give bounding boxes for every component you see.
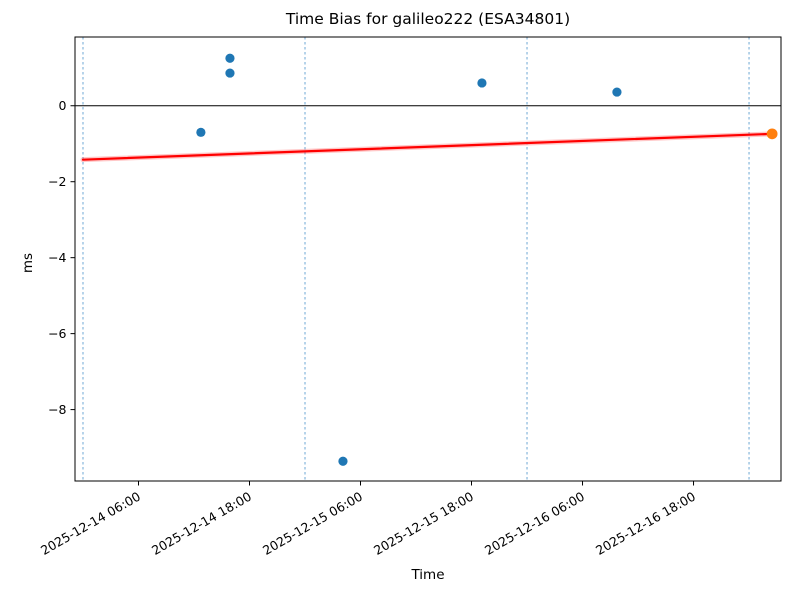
latest-data-point — [766, 128, 778, 140]
chart-title: Time Bias for galileo222 (ESA34801) — [285, 10, 571, 28]
data-point — [225, 53, 235, 63]
plot-frame — [74, 36, 782, 482]
x-tick-label: 2025-12-15 18:00 — [371, 489, 476, 558]
data-point — [477, 78, 487, 88]
x-tick-label: 2025-12-14 06:00 — [38, 489, 143, 558]
x-tick-label: 2025-12-16 18:00 — [593, 489, 698, 558]
y-tick-label: 0 — [59, 98, 67, 113]
y-tick-label: −8 — [48, 402, 66, 417]
y-axis-label: ms — [20, 252, 36, 274]
y-tick-label: −6 — [48, 326, 66, 341]
data-point — [225, 68, 235, 78]
data-point — [196, 127, 206, 137]
x-tick-label: 2025-12-16 06:00 — [482, 489, 587, 558]
x-tick-label: 2025-12-15 06:00 — [260, 489, 365, 558]
data-point — [338, 456, 348, 466]
trend-line — [81, 132, 774, 161]
x-tick-label: 2025-12-14 18:00 — [149, 489, 254, 558]
x-axis-label: Time — [411, 567, 445, 583]
y-tick-label: −4 — [48, 250, 66, 265]
data-point — [612, 87, 622, 97]
y-tick-label: −2 — [48, 174, 66, 189]
